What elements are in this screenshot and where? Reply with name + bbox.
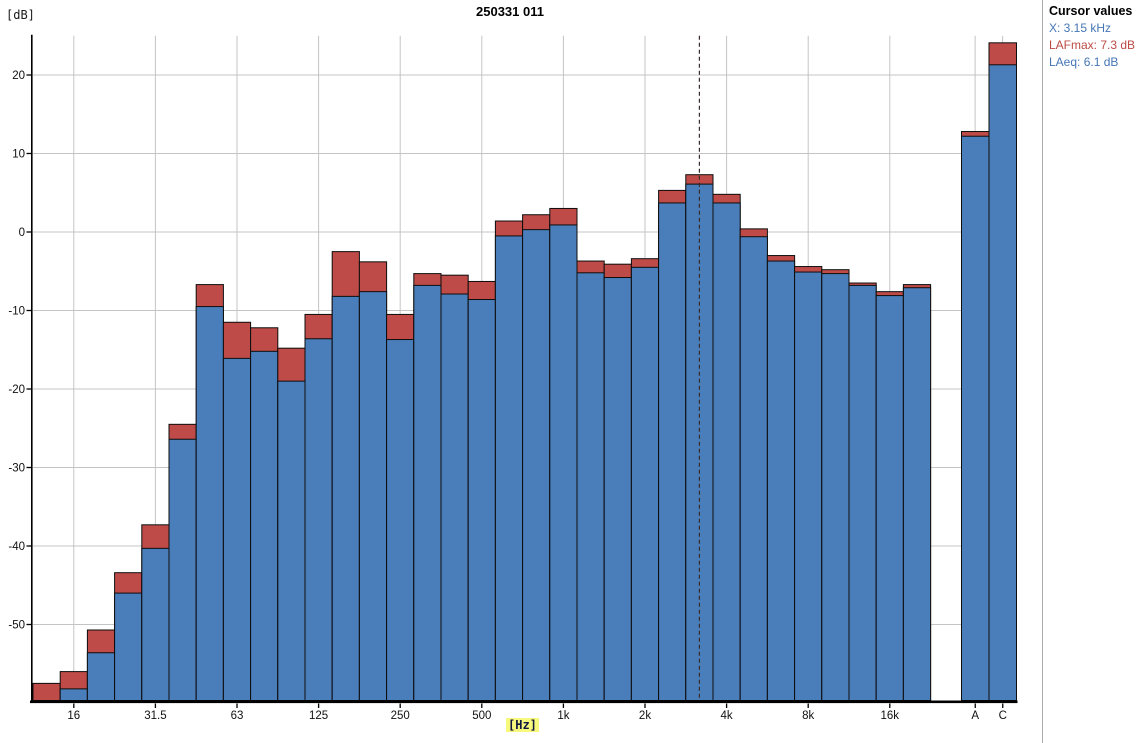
bar-laeq-160[interactable]	[331, 295, 360, 701]
bar-laeq-12.5k[interactable]	[848, 284, 877, 701]
x-tick-label: 500	[472, 710, 491, 722]
bar-laeq-C[interactable]	[988, 64, 1017, 702]
y-tick-label: -10	[8, 306, 25, 318]
bar-laeq-16k[interactable]	[875, 295, 904, 701]
x-tick-label: 63	[231, 710, 244, 722]
bar-laeq-200[interactable]	[358, 291, 388, 701]
x-tick-label: 31.5	[144, 710, 166, 722]
bar-laeq-10k[interactable]	[821, 273, 850, 701]
x-axis-unit-label[interactable]: [Hz]	[506, 718, 539, 732]
x-tick-label: 4k	[721, 710, 733, 722]
bar-laeq-250[interactable]	[386, 339, 415, 701]
bar-laeq-40[interactable]	[168, 438, 197, 701]
cursor-values-panel: Cursor values X: 3.15 kHz LAFmax: 7.3 dB…	[1042, 0, 1145, 743]
y-axis-line	[31, 34, 33, 703]
bar-laeq-4k[interactable]	[712, 202, 741, 702]
bar-lafmax-12.5[interactable]	[32, 682, 61, 701]
bar-laeq-A[interactable]	[961, 135, 990, 702]
x-tick-label: 2k	[639, 710, 651, 722]
bar-laeq-1.25k[interactable]	[576, 272, 605, 701]
bar-laeq-400[interactable]	[440, 293, 469, 701]
y-tick-label: -30	[8, 463, 25, 475]
bar-laeq-100[interactable]	[277, 380, 306, 701]
bar-laeq-16[interactable]	[59, 688, 88, 701]
x-tick-label: C	[999, 710, 1007, 722]
bar-laeq-2.5k[interactable]	[658, 202, 687, 702]
y-tick-label: -20	[8, 384, 25, 396]
bar-laeq-20k[interactable]	[902, 287, 932, 701]
spectrum-chart[interactable]: 20 10 0 -10 -20 -30 -40 -50 16 31.5 63 125 250 500 1k 2…	[0, 0, 1042, 743]
bar-laeq-315[interactable]	[413, 284, 442, 701]
bar-laeq-63[interactable]	[222, 357, 252, 701]
x-tick-label: 16	[67, 710, 80, 722]
bar-laeq-6.3k[interactable]	[766, 260, 796, 701]
bar-laeq-50[interactable]	[195, 306, 224, 701]
bar-laeq-125[interactable]	[304, 338, 333, 701]
y-axis-unit-label: [dB]	[6, 8, 35, 22]
chart-title: 250331 011	[476, 4, 544, 19]
x-tick-label: 250	[391, 710, 410, 722]
y-tick-label: -40	[8, 541, 25, 553]
y-tick-label: 10	[12, 149, 25, 161]
bar-laeq-5k[interactable]	[739, 236, 768, 702]
x-tick-label: 16k	[881, 710, 900, 722]
bar-laeq-80[interactable]	[250, 350, 279, 701]
y-tick-label: 20	[12, 70, 25, 82]
bar-laeq-8k[interactable]	[794, 271, 823, 701]
y-tick-label: -50	[8, 620, 25, 632]
bar-laeq-1.6k[interactable]	[603, 277, 632, 701]
x-tick-label: A	[971, 710, 979, 722]
bar-laeq-800[interactable]	[522, 229, 551, 702]
bar-laeq-2k[interactable]	[630, 266, 660, 701]
x-tick-label: 8k	[802, 710, 814, 722]
bar-laeq-500[interactable]	[467, 299, 496, 701]
bar-laeq-20[interactable]	[86, 652, 116, 702]
y-tick-label: 0	[19, 227, 25, 239]
cursor-laeq-value: LAeq: 6.1 dB	[1049, 55, 1119, 69]
bar-laeq-630[interactable]	[494, 235, 524, 702]
x-tick-label: 125	[309, 710, 328, 722]
cursor-lafmax-value: LAFmax: 7.3 dB	[1049, 38, 1136, 52]
cursor-panel-title: Cursor values	[1049, 4, 1133, 18]
bar-laeq-31.5[interactable]	[141, 547, 170, 701]
x-axis-line	[30, 700, 1018, 704]
cursor-x-value: X: 3.15 kHz	[1049, 21, 1112, 35]
bar-laeq-25[interactable]	[114, 592, 143, 701]
bar-laeq-1k[interactable]	[549, 224, 578, 701]
x-tick-label: 1k	[557, 710, 569, 722]
